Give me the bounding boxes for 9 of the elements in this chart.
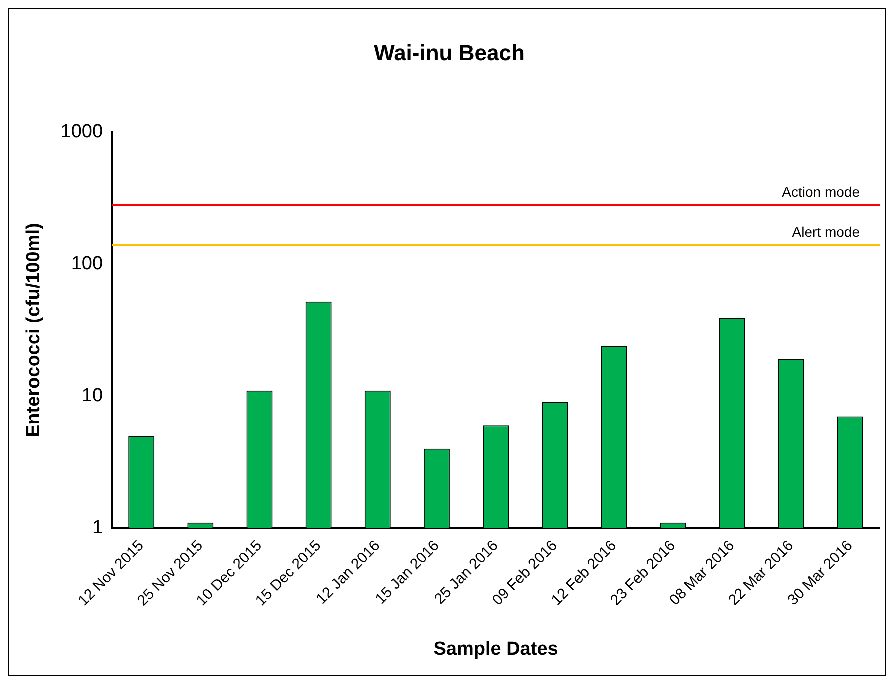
ref-line-label: Action mode — [782, 184, 860, 200]
y-tick-label: 100 — [71, 254, 104, 275]
y-axis-title: Enterococci (cfu/100ml) — [24, 223, 45, 438]
y-tick-label: 10 — [82, 386, 104, 407]
x-axis-title: Sample Dates — [434, 638, 558, 660]
y-tick-label: 1 — [92, 518, 104, 539]
y-tick-label: 1000 — [60, 122, 104, 143]
ref-line-label: Alert mode — [792, 224, 860, 240]
chart-title: Wai-inu Beach — [374, 40, 525, 66]
